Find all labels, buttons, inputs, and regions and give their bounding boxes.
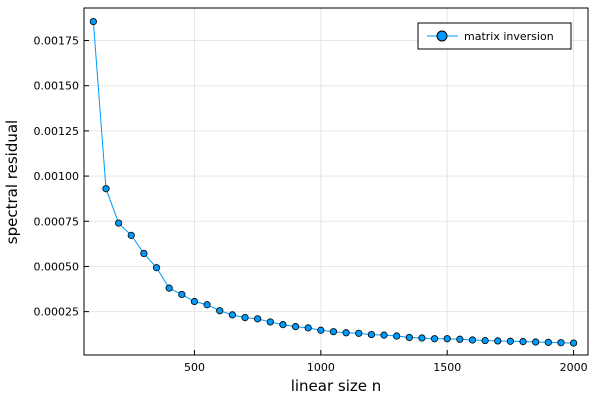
- data-point: [494, 337, 502, 345]
- x-tick-label: 2000: [560, 361, 588, 374]
- legend-marker-swatch: [436, 30, 448, 42]
- y-tick-label: 0.00075: [34, 215, 80, 228]
- data-point: [557, 339, 565, 347]
- data-point: [430, 335, 439, 343]
- data-point: [468, 336, 477, 344]
- data-point: [456, 335, 464, 343]
- data-point: [178, 290, 186, 299]
- data-point: [418, 334, 426, 342]
- data-point: [405, 333, 413, 342]
- data-point: [342, 329, 350, 337]
- data-point: [393, 332, 401, 340]
- data-point: [367, 330, 375, 339]
- data-point: [481, 336, 489, 345]
- plot-frame: [83, 7, 589, 356]
- legend: matrix inversion: [417, 22, 572, 50]
- y-tick-label: 0.00050: [34, 260, 80, 273]
- x-tick-label: 1500: [433, 361, 461, 374]
- data-point: [519, 338, 527, 346]
- x-tick-label: 500: [184, 361, 205, 374]
- data-point: [506, 337, 514, 345]
- data-point: [443, 335, 451, 343]
- data-point: [304, 324, 312, 332]
- axis-ticks: 500 1000 1500 2000 0.00025 0.00050 0.00075 0.00…: [34, 35, 588, 374]
- data-point: [89, 17, 97, 26]
- data-point: [355, 329, 363, 337]
- data-point: [190, 297, 199, 306]
- y-tick-label: 0.00175: [34, 35, 80, 48]
- data-point: [266, 318, 274, 326]
- y-tick-label: 0.00025: [34, 306, 80, 319]
- data-point: [317, 326, 325, 334]
- grid: [84, 8, 588, 355]
- data-point: [228, 311, 236, 319]
- data-point: [380, 331, 388, 339]
- y-tick-label: 0.00100: [34, 170, 80, 183]
- data-point: [291, 323, 300, 331]
- data-point: [140, 249, 148, 258]
- series-matrix-inversion: [89, 17, 578, 347]
- data-point: [254, 315, 262, 323]
- data-point: [102, 185, 110, 193]
- y-axis-title: spectral residual: [3, 120, 21, 244]
- data-point: [544, 338, 552, 346]
- data-point: [216, 307, 224, 315]
- data-point: [165, 284, 173, 292]
- data-point: [569, 339, 578, 347]
- data-point: [532, 338, 540, 346]
- data-point: [127, 231, 135, 239]
- data-point: [115, 219, 123, 227]
- data-point: [279, 321, 287, 329]
- data-point: [152, 264, 161, 272]
- x-axis-title: linear size n: [291, 377, 382, 395]
- legend-label: matrix inversion: [464, 30, 554, 43]
- y-tick-label: 0.00125: [34, 125, 80, 138]
- x-tick-label: 1000: [307, 361, 335, 374]
- series-line: [92, 21, 574, 344]
- data-point: [329, 328, 338, 336]
- data-point: [203, 301, 211, 309]
- data-point: [241, 313, 249, 322]
- y-tick-label: 0.00150: [34, 80, 80, 93]
